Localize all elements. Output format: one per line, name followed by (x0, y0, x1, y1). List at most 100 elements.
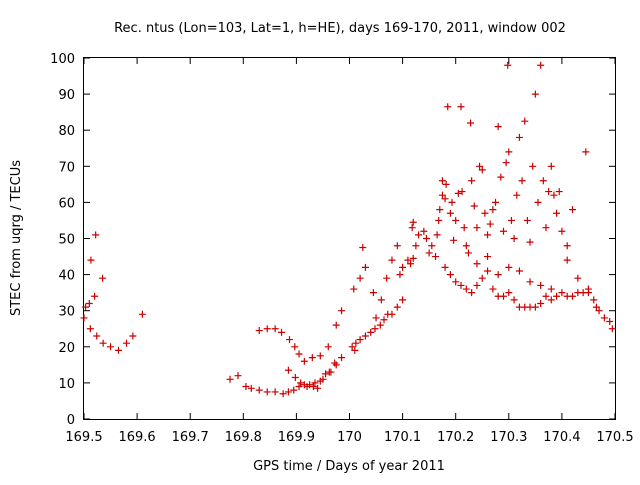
data-point (367, 328, 375, 336)
data-point (420, 227, 428, 235)
chart-title: Rec. ntus (Lon=103, Lat=1, h=HE), days 1… (114, 21, 566, 36)
x-tick-label: 170.3 (490, 430, 527, 445)
data-point (433, 231, 441, 239)
data-point (99, 274, 107, 282)
x-tick-label: 170.4 (543, 430, 580, 445)
data-point (247, 384, 255, 392)
x-tick-label: 169.6 (118, 430, 155, 445)
data-point (407, 260, 415, 268)
data-point (263, 325, 271, 333)
data-point (452, 278, 460, 286)
x-tick-label: 169.7 (172, 430, 209, 445)
data-point (93, 332, 101, 340)
data-point (322, 370, 330, 378)
x-tick-label: 169.9 (278, 430, 315, 445)
y-tick-label: 80 (58, 124, 75, 139)
data-point (531, 90, 539, 98)
data-point (278, 328, 286, 336)
data-point (513, 191, 521, 199)
data-point (284, 366, 292, 374)
data-point (399, 263, 407, 271)
data-point (486, 220, 494, 228)
data-point (332, 321, 340, 329)
data-point (356, 336, 364, 344)
data-point (569, 292, 577, 300)
data-point (314, 384, 322, 392)
data-point (582, 148, 590, 156)
data-point (457, 281, 465, 289)
y-tick-label: 20 (58, 341, 75, 356)
data-point (284, 388, 292, 396)
data-point (361, 332, 369, 340)
data-point (478, 166, 486, 174)
data-point (515, 267, 523, 275)
data-point (372, 314, 380, 322)
data-point (499, 227, 507, 235)
data-point (478, 274, 486, 282)
data-point (550, 191, 558, 199)
data-point (409, 254, 417, 262)
data-point (462, 242, 470, 250)
data-point (510, 235, 518, 242)
data-point (481, 209, 489, 217)
data-point (138, 310, 146, 318)
data-point (438, 177, 446, 185)
data-point (507, 216, 515, 224)
data-point (526, 278, 534, 286)
data-point (409, 218, 417, 226)
data-point (348, 343, 356, 351)
data-point (399, 296, 407, 304)
data-point (376, 321, 384, 329)
y-tick-label: 30 (58, 305, 75, 320)
data-point (359, 244, 367, 252)
data-point (537, 299, 545, 307)
data-point (295, 350, 303, 358)
data-point (558, 289, 566, 297)
data-point (308, 354, 316, 362)
data-point (393, 242, 401, 250)
data-point (438, 191, 446, 199)
data-point (542, 292, 550, 300)
data-point (383, 274, 391, 282)
data-point (494, 271, 502, 279)
data-point (505, 263, 513, 271)
y-tick-label: 40 (58, 269, 75, 284)
data-point (393, 303, 401, 311)
data-point (460, 224, 468, 232)
data-point (502, 159, 510, 167)
data-point (555, 188, 563, 196)
data-point (494, 123, 502, 131)
data-point (452, 216, 460, 224)
data-point (338, 354, 346, 362)
data-point (537, 61, 545, 69)
data-point (464, 249, 472, 257)
data-point (492, 198, 500, 206)
data-point (436, 206, 444, 214)
data-point (553, 209, 561, 217)
data-point (263, 388, 271, 396)
data-point (356, 274, 364, 282)
data-point (415, 231, 423, 239)
data-point (297, 379, 305, 387)
data-point (91, 292, 99, 300)
x-tick-label: 169.5 (65, 430, 102, 445)
data-point (592, 303, 600, 311)
data-point (107, 343, 115, 351)
data-point (396, 271, 404, 279)
data-point (255, 327, 263, 335)
data-point (547, 296, 555, 304)
data-point (285, 336, 293, 344)
data-point (574, 274, 582, 282)
data-point (319, 375, 327, 383)
data-point (85, 299, 93, 307)
data-point (457, 103, 465, 111)
data-point (371, 325, 379, 333)
y-tick-label: 100 (50, 52, 75, 67)
data-point (542, 224, 550, 232)
data-point (388, 256, 396, 264)
data-point (473, 224, 481, 232)
data-point (600, 314, 608, 322)
data-point (331, 359, 339, 367)
data-point (86, 325, 94, 333)
data-point (361, 263, 369, 271)
